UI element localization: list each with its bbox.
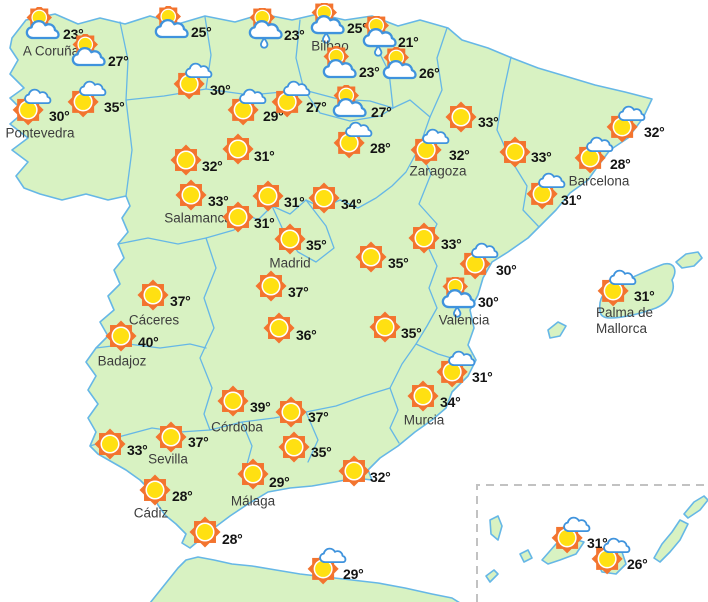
temperature-label: 33° bbox=[531, 149, 552, 166]
temperature-label: 25° bbox=[191, 24, 212, 41]
temperature-label: 23° bbox=[284, 27, 305, 44]
canary-inset-border bbox=[476, 484, 708, 602]
temperature-label: 28° bbox=[222, 531, 243, 548]
temperature-label: 30° bbox=[49, 108, 70, 125]
temperature-label: 26° bbox=[419, 65, 440, 82]
city-label: Sevilla bbox=[148, 451, 188, 467]
temperature-label: 31° bbox=[587, 535, 608, 552]
mainland-spain bbox=[9, 13, 653, 549]
city-label: Palma de Mallorca bbox=[596, 305, 654, 336]
temperature-label: 35° bbox=[306, 237, 327, 254]
temperature-label: 39° bbox=[250, 399, 271, 416]
temperature-label: 28° bbox=[610, 156, 631, 173]
city-label: Badajoz bbox=[97, 353, 147, 369]
temperature-label: 34° bbox=[440, 394, 461, 411]
temperature-label: 31° bbox=[254, 148, 275, 165]
temperature-label: 31° bbox=[561, 192, 582, 209]
temperature-label: 33° bbox=[478, 114, 499, 131]
temperature-label: 32° bbox=[644, 124, 665, 141]
temperature-label: 27° bbox=[108, 53, 129, 70]
temperature-label: 29° bbox=[269, 474, 290, 491]
city-label: Murcia bbox=[403, 412, 445, 428]
temperature-label: 30° bbox=[478, 294, 499, 311]
temperature-label: 23° bbox=[359, 64, 380, 81]
city-label: Salamanca bbox=[164, 210, 232, 226]
temperature-label: 27° bbox=[306, 99, 327, 116]
menorca-island bbox=[675, 251, 703, 269]
temperature-label: 31° bbox=[284, 194, 305, 211]
temperature-label: 40° bbox=[138, 334, 159, 351]
temperature-label: 30° bbox=[496, 262, 517, 279]
balearic-islands bbox=[547, 251, 703, 339]
temperature-label: 31° bbox=[634, 288, 655, 305]
temperature-label: 32° bbox=[449, 147, 470, 164]
temperature-label: 28° bbox=[172, 488, 193, 505]
city-label: Córdoba bbox=[211, 419, 263, 435]
temperature-label: 31° bbox=[254, 215, 275, 232]
temperature-label: 21° bbox=[398, 34, 419, 51]
city-label: Madrid bbox=[269, 255, 311, 271]
temperature-label: 36° bbox=[296, 327, 317, 344]
temperature-label: 32° bbox=[202, 158, 223, 175]
temperature-label: 35° bbox=[401, 325, 422, 342]
temperature-label: 32° bbox=[370, 469, 391, 486]
city-label: Pontevedra bbox=[5, 125, 75, 141]
temperature-label: 26° bbox=[627, 556, 648, 573]
temperature-label: 28° bbox=[370, 140, 391, 157]
canary-islands bbox=[485, 495, 708, 583]
sun-cloud-icon bbox=[63, 79, 109, 126]
city-label: Zaragoza bbox=[409, 163, 467, 179]
temperature-label: 35° bbox=[311, 444, 332, 461]
city-label: A Coruña bbox=[22, 43, 80, 59]
city-label: Cáceres bbox=[128, 312, 180, 328]
temperature-label: 33° bbox=[127, 442, 148, 459]
city-label: Valencia bbox=[438, 312, 490, 328]
sun-cloud-icon bbox=[329, 120, 375, 167]
city-label: Cádiz bbox=[133, 505, 169, 521]
temperature-label: 35° bbox=[388, 255, 409, 272]
temperature-label: 29° bbox=[343, 566, 364, 583]
temperature-label: 33° bbox=[441, 236, 462, 253]
temperature-label: 25° bbox=[347, 20, 368, 37]
temperature-label: 30° bbox=[210, 82, 231, 99]
temperature-label: 27° bbox=[371, 104, 392, 121]
temperature-label: 37° bbox=[288, 284, 309, 301]
city-label: Málaga bbox=[230, 493, 276, 509]
temperature-label: 37° bbox=[170, 293, 191, 310]
africa-coast bbox=[149, 556, 460, 602]
sun-cloud-icon bbox=[169, 61, 215, 108]
ibiza-island bbox=[547, 321, 567, 339]
temperature-label: 31° bbox=[472, 369, 493, 386]
temperature-label: 37° bbox=[308, 409, 329, 426]
temperature-label: 37° bbox=[188, 434, 209, 451]
city-label: Barcelona bbox=[568, 173, 630, 189]
temperature-label: 33° bbox=[208, 193, 229, 210]
temperature-label: 34° bbox=[341, 196, 362, 213]
temperature-label: 35° bbox=[104, 99, 125, 116]
